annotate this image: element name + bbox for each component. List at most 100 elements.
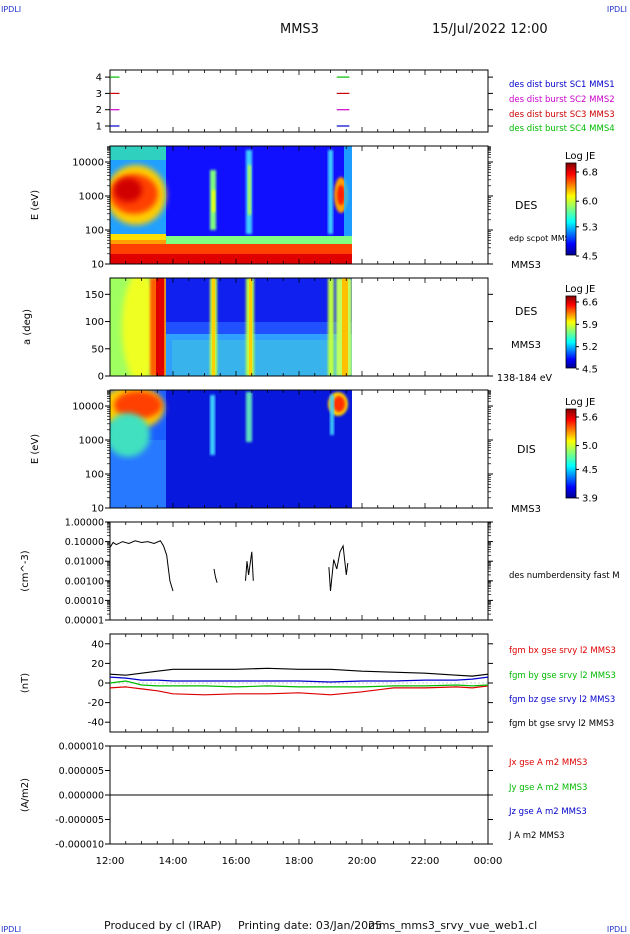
density-line — [245, 551, 254, 581]
colorbar-tick-label: 6.0 — [582, 197, 598, 208]
burst-level-tick-label: 3 — [96, 89, 102, 100]
density-tick-label: 0.01000 — [65, 557, 104, 568]
des-pitch-sc-label: MMS3 — [511, 340, 541, 351]
legend-burst-sc4: des dist burst SC4 MMS4 — [509, 124, 615, 134]
bfield-tick-label: -40 — [88, 718, 104, 729]
spacecraft-title: MMS3 — [280, 22, 319, 37]
des-energy-tick-label: 10000 — [72, 158, 104, 169]
bfield-series-line — [109, 667, 489, 677]
density-line — [213, 568, 218, 583]
des-pitch-spectrogram — [110, 278, 352, 376]
panel-current: 0.000010 0.000005 0.000000 -0.000005 -0.0000… — [20, 742, 587, 851]
bfield-series-line — [109, 676, 489, 683]
colorbar-tick-label: 5.3 — [582, 222, 598, 233]
bfield-tick-label: 40 — [91, 639, 104, 650]
panel-density: 1.00000 0.10000 0.01000 0.00100 0.00010 0.000… — [20, 518, 620, 627]
bfield-legend-item: fgm bx gse srvy l2 MMS3 — [509, 646, 616, 656]
des-energy-spectrogram — [110, 146, 352, 264]
time-tick-label: 18:00 — [285, 856, 314, 867]
density-tick-label: 0.00100 — [65, 576, 104, 587]
des-energy-ylabel: E (eV) — [30, 190, 41, 220]
colorbar-tick-label: 4.5 — [582, 252, 598, 263]
bfield-legend-item: fgm bz gse srvy l2 MMS3 — [509, 695, 615, 705]
des-pitch-energy-range: 138-184 eV — [497, 373, 553, 384]
density-tick-label: 0.10000 — [65, 537, 104, 548]
bfield-legend-item: fgm bt gse srvy l2 MMS3 — [509, 719, 614, 729]
legend-burst-sc3: des dist burst SC3 MMS3 — [509, 110, 615, 120]
current-legend-item: Jz gse A m2 MMS3 — [508, 807, 587, 817]
current-tick-label: -0.000010 — [55, 840, 104, 851]
colorbar-tick-label: 3.9 — [582, 494, 598, 505]
panel-density-frame — [109, 521, 489, 621]
corner-label-top-left: IPDLI — [1, 5, 22, 14]
dis-energy-ylabel: E (eV) — [30, 434, 41, 464]
colorbar-tick-label: 4.5 — [582, 365, 598, 376]
bfield-legend-item: fgm by gse srvy l2 MMS3 — [509, 671, 616, 681]
time-axis: 12:00 14:00 16:00 18:00 20:00 22:00 00:00 — [96, 70, 503, 867]
footer-script-name: mms_mms3_srvy_vue_web1.cl — [368, 919, 538, 932]
density-line — [109, 540, 174, 592]
bfield-ylabel: (nT) — [20, 673, 31, 693]
dis-energy-colorbar-title: Log JE — [565, 397, 595, 408]
bfield-tick-label: 20 — [91, 659, 104, 670]
pitch-tick-label: 0 — [98, 372, 104, 383]
panel-burst-frame — [109, 69, 489, 133]
dis-energy-colorbar — [565, 408, 577, 499]
des-pitch-ylabel: a (deg) — [22, 309, 33, 345]
dis-energy-tick-label: 100 — [85, 470, 104, 481]
density-ylabel: (cm^-3) — [20, 550, 31, 591]
corner-label-top-right: IPDLI — [606, 5, 627, 14]
density-tick-label: 1.00000 — [65, 518, 104, 529]
current-tick-label: -0.000005 — [55, 815, 104, 826]
des-pitch-label: DES — [515, 305, 537, 318]
dis-energy-tick-label: 10000 — [72, 402, 104, 413]
bfield-tick-label: -20 — [88, 698, 104, 709]
burst-level-tick-label: 2 — [96, 105, 102, 116]
bfield-tick-label: 0 — [98, 679, 104, 690]
corner-label-bottom-right: IPDLI — [606, 925, 627, 934]
des-energy-tick-label: 10 — [91, 260, 104, 271]
current-legend-item: Jy gse A m2 MMS3 — [508, 783, 587, 793]
current-tick-label: 0.000010 — [59, 742, 104, 753]
current-tick-label: 0.000005 — [59, 766, 104, 777]
panel-des-pitch: 150 100 50 0 a (deg) DES MMS3 138-184 eV Lo… — [22, 277, 598, 384]
colorbar-tick-label: 6.8 — [582, 168, 598, 179]
colorbar-tick-label: 5.9 — [582, 320, 598, 331]
time-tick-label: 12:00 — [96, 856, 125, 867]
des-energy-colorbar — [565, 162, 577, 256]
current-ylabel: (A/m2) — [20, 778, 31, 812]
burst-level-tick-label: 4 — [96, 73, 102, 84]
panel-des-energy: 10000 1000 100 10 E (eV) DES edp scpot MMS3… — [30, 145, 598, 271]
panel-burst: 4 3 2 1 des dist burst SC1 MMS1 des dist bu… — [96, 69, 615, 134]
colorbar-tick-label: 4.5 — [582, 465, 598, 476]
dis-energy-spectrogram — [110, 390, 352, 508]
time-tick-label: 00:00 — [474, 856, 503, 867]
current-legend-item: Jx gse A m2 MMS3 — [508, 758, 587, 768]
density-tick-label: 0.00010 — [65, 596, 104, 607]
footer-produced-by: Produced by cl (IRAP) — [104, 919, 222, 932]
density-line — [328, 544, 349, 592]
panel-dis-energy: 10000 1000 100 10 E (eV) DIS MMS3 Log JE 5.… — [30, 389, 598, 515]
bfield-series-line — [109, 680, 489, 688]
time-tick-label: 22:00 — [411, 856, 440, 867]
corner-label-bottom-left: IPDLI — [1, 925, 22, 934]
dis-energy-tick-label: 1000 — [79, 436, 104, 447]
pitch-tick-label: 100 — [85, 317, 104, 328]
scpot-label: edp scpot MMS3 — [509, 234, 575, 243]
density-tick-label: 0.00001 — [65, 616, 104, 627]
pitch-tick-label: 50 — [91, 344, 104, 355]
dis-energy-tick-label: 10 — [91, 504, 104, 515]
panel-bfield: 40 20 0 -20 -40 (nT) fgm bx gse srvy l2 MMS3… — [20, 633, 616, 733]
time-tick-label: 14:00 — [159, 856, 188, 867]
colorbar-tick-label: 5.0 — [582, 441, 598, 452]
pitch-tick-label: 150 — [85, 290, 104, 301]
legend-burst-sc2: des dist burst SC2 MMS2 — [509, 95, 615, 105]
des-pitch-colorbar — [565, 295, 577, 369]
time-tick-label: 20:00 — [348, 856, 377, 867]
des-energy-tick-label: 100 — [85, 226, 104, 237]
des-energy-sc-label: MMS3 — [511, 260, 541, 271]
colorbar-tick-label: 5.6 — [582, 413, 598, 424]
dis-energy-sc-label: MMS3 — [511, 504, 541, 515]
current-legend-item: J A m2 MMS3 — [508, 831, 565, 841]
